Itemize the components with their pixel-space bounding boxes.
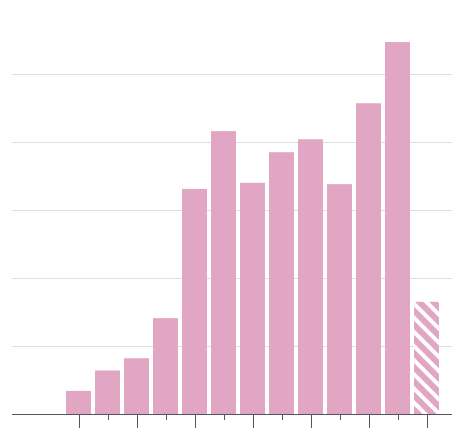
bar xyxy=(124,358,149,414)
bar-hatched xyxy=(414,301,439,414)
bar xyxy=(182,188,207,414)
bars xyxy=(66,42,439,415)
bar xyxy=(327,184,352,414)
bar xyxy=(211,131,236,414)
bar xyxy=(298,139,323,414)
bar xyxy=(95,370,120,414)
bar xyxy=(240,182,265,414)
bar xyxy=(269,152,294,414)
bar xyxy=(66,390,91,414)
bar xyxy=(153,318,178,414)
bar xyxy=(356,103,381,415)
bar xyxy=(385,42,410,414)
x-axis xyxy=(12,414,452,428)
